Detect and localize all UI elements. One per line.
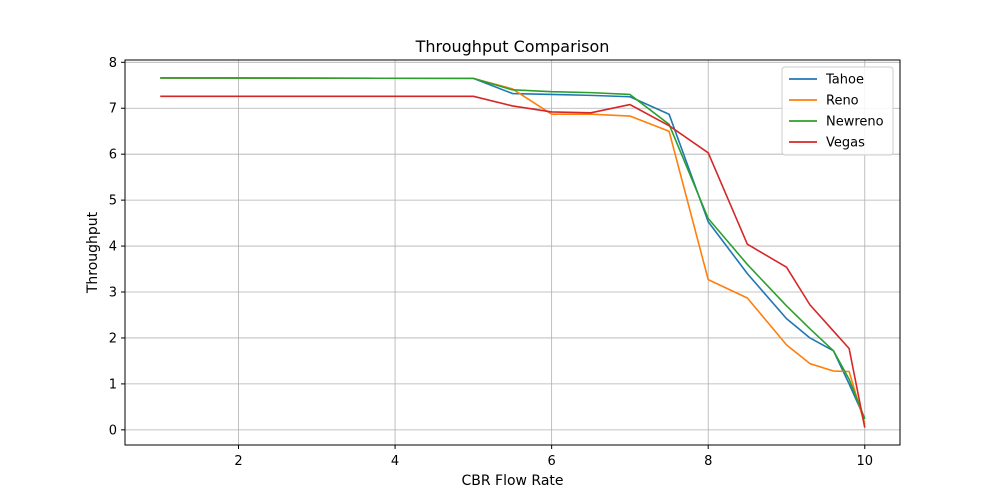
y-tick-label: 6 xyxy=(109,148,117,163)
x-tick-label: 6 xyxy=(548,454,556,469)
legend-label-vegas: Vegas xyxy=(826,136,865,151)
legend-label-tahoe: Tahoe xyxy=(825,73,864,88)
x-axis-title: CBR Flow Rate xyxy=(461,473,563,489)
y-tick-label: 5 xyxy=(109,194,117,209)
y-tick-label: 0 xyxy=(109,423,117,438)
x-tick-label: 2 xyxy=(234,454,242,469)
series-line-reno xyxy=(160,77,866,425)
y-tick-label: 8 xyxy=(109,56,117,71)
series-lines xyxy=(160,77,866,428)
x-tick-label: 4 xyxy=(391,454,399,469)
grid-lines xyxy=(125,60,900,445)
legend: Tahoe Reno Newreno Vegas xyxy=(781,66,894,156)
legend-label-reno: Reno xyxy=(826,94,859,109)
series-line-tahoe xyxy=(160,77,866,420)
series-line-newreno xyxy=(160,77,866,420)
y-tick-label: 2 xyxy=(109,331,117,346)
chart-title: Throughput Comparison xyxy=(415,37,610,56)
y-tick-label: 4 xyxy=(109,240,117,255)
x-tick-label: 8 xyxy=(704,454,712,469)
axes-frame xyxy=(124,59,901,446)
x-tick-label: 10 xyxy=(856,454,873,469)
y-axis-title: Throughput xyxy=(85,211,101,294)
legend-label-newreno: Newreno xyxy=(826,115,884,130)
y-tick-label: 3 xyxy=(109,286,117,301)
series-line-vegas xyxy=(160,95,866,428)
axis-ticks: 2 4 6 8 10 0 1 2 3 4 5 6 7 8 xyxy=(109,56,873,469)
y-tick-label: 1 xyxy=(109,377,117,392)
legend-box xyxy=(781,66,894,156)
y-tick-label: 7 xyxy=(109,102,117,117)
